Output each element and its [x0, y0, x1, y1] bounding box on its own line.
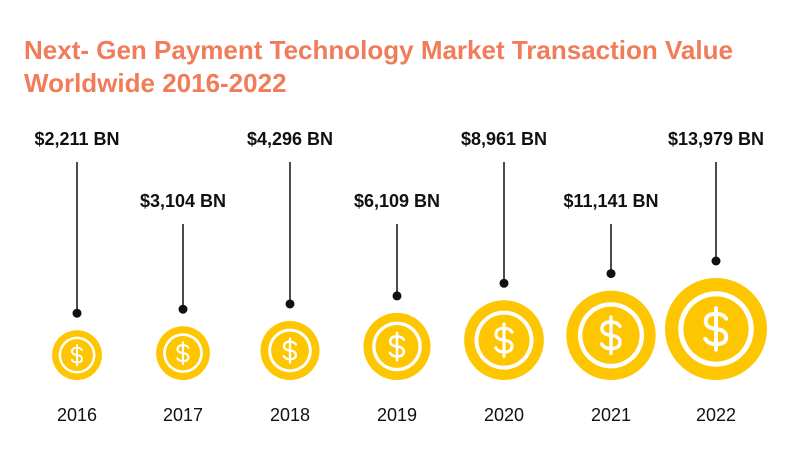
- value-label: $4,296 BN: [247, 129, 333, 149]
- value-label: $13,979 BN: [668, 129, 764, 149]
- dollar-icon: [70, 343, 83, 367]
- connector-dot: [499, 278, 509, 288]
- dollar-icon: [703, 306, 729, 352]
- connector-dot: [711, 256, 721, 266]
- dollar-icon: [176, 341, 190, 366]
- dollar-icon: [599, 315, 622, 356]
- x-tick-label: 2016: [57, 405, 97, 425]
- x-tick-label: 2019: [377, 405, 417, 425]
- value-label: $2,211 BN: [34, 129, 119, 149]
- dollar-icon: [494, 322, 514, 358]
- connector-dot: [606, 269, 616, 279]
- dollar-icon: [282, 337, 298, 364]
- chart-title: Next- Gen Payment Technology Market Tran…: [24, 35, 733, 98]
- x-tick-label: 2022: [696, 405, 736, 425]
- x-tick-label: 2018: [270, 405, 310, 425]
- dollar-icon: [388, 331, 406, 362]
- x-tick-label: 2017: [163, 405, 203, 425]
- x-tick-label: 2021: [591, 405, 631, 425]
- connector-dot: [285, 299, 295, 309]
- x-tick-label: 2020: [484, 405, 524, 425]
- connector-dot: [72, 308, 82, 318]
- value-label: $11,141 BN: [563, 191, 658, 211]
- value-label: $6,109 BN: [354, 191, 440, 211]
- connector-dot: [178, 304, 188, 314]
- value-label: $8,961 BN: [461, 129, 547, 149]
- value-label: $3,104 BN: [140, 191, 226, 211]
- connector-dot: [392, 291, 402, 301]
